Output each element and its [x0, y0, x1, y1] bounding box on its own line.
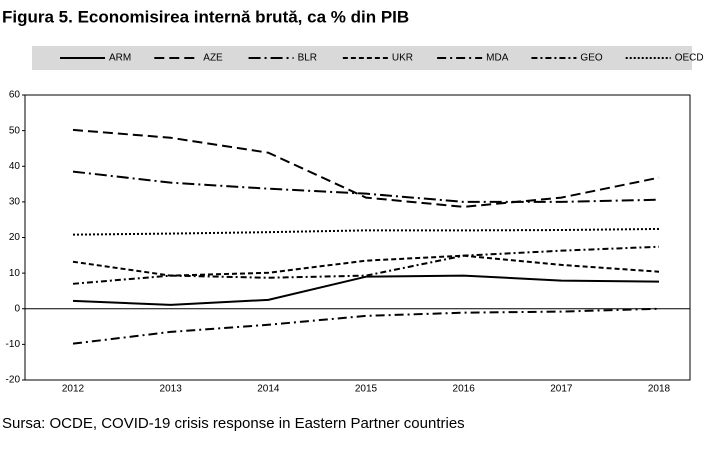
- series-line: [72, 227, 660, 236]
- series-line: [72, 254, 660, 277]
- series-line: [72, 245, 660, 285]
- legend-label: MDA: [486, 53, 509, 64]
- chart-title: Figura 5. Economisirea internă brută, ca…: [2, 7, 409, 26]
- x-tick-label: 2012: [62, 384, 85, 395]
- series-line: [72, 128, 660, 208]
- y-tick-label: 50: [9, 125, 21, 136]
- series-line: [72, 307, 660, 345]
- x-tick-label: 2018: [648, 384, 671, 395]
- y-tick-label: 40: [9, 161, 21, 172]
- y-tick-label: -20: [6, 375, 21, 386]
- x-tick-label: 2014: [257, 384, 280, 395]
- series-line: [72, 170, 660, 203]
- x-tick-label: 2013: [160, 384, 183, 395]
- legend-label: UKR: [392, 53, 413, 64]
- legend-label: BLR: [298, 53, 317, 64]
- y-tick-label: -10: [6, 339, 21, 350]
- series-line: [72, 274, 660, 306]
- legend-label: OECD: [675, 53, 704, 64]
- source-note: Sursa: OCDE, COVID-19 crisis response in…: [2, 415, 465, 432]
- legend-label: GEO: [580, 53, 602, 64]
- x-tick-label: 2017: [550, 384, 573, 395]
- legend-label: ARM: [109, 53, 131, 64]
- y-tick-label: 20: [9, 232, 21, 243]
- x-tick-label: 2015: [355, 384, 378, 395]
- y-tick-label: 10: [9, 268, 21, 279]
- legend-label: AZE: [203, 53, 223, 64]
- y-tick-label: 60: [9, 90, 21, 101]
- y-tick-label: 0: [14, 303, 20, 314]
- x-tick-label: 2016: [453, 384, 476, 395]
- y-tick-label: 30: [9, 197, 21, 208]
